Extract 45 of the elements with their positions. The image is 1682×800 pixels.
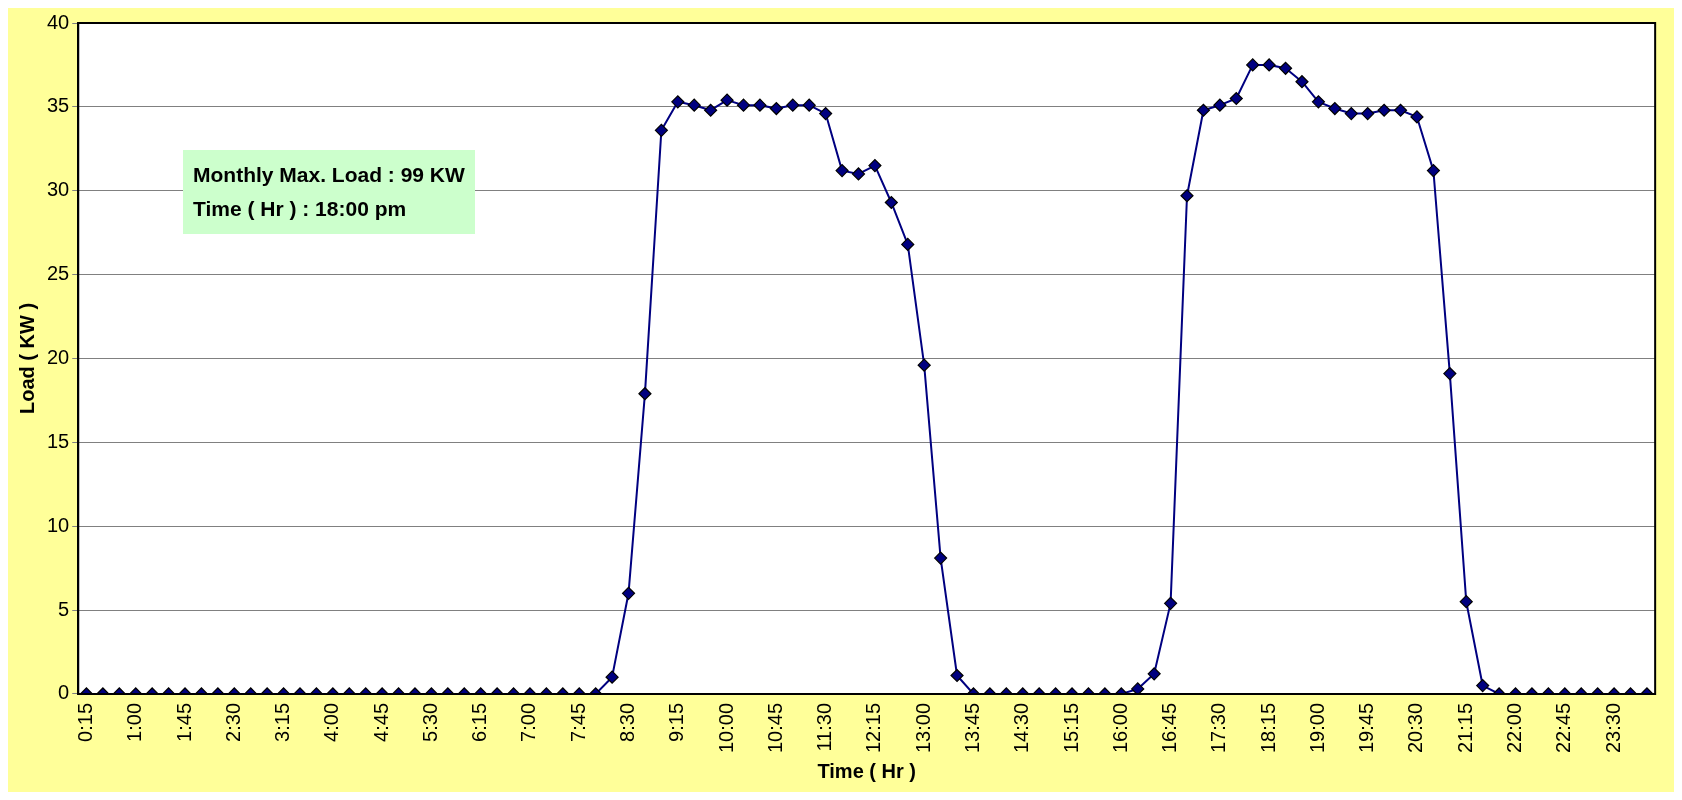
x-tick-label: 7:45: [566, 702, 589, 742]
x-tick-label: 3:15: [271, 702, 294, 742]
x-tick-label: 15:15: [1059, 702, 1082, 754]
y-tick-label: 30: [47, 178, 70, 201]
x-tick-label: 4:00: [320, 702, 343, 742]
y-tick-label: 15: [47, 429, 70, 452]
x-tick-label: 13:45: [960, 702, 983, 754]
annotation: Monthly Max. Load : 99 KW: [193, 162, 465, 188]
annotation: Time ( Hr ) : 18:00 pm: [193, 196, 408, 222]
x-tick-label: 21:15: [1453, 702, 1476, 754]
x-tick-label: 4:45: [369, 702, 392, 742]
x-tick-label: 19:00: [1305, 702, 1328, 754]
y-tick-label: 25: [47, 262, 70, 285]
x-tick-label: 2:30: [221, 702, 244, 742]
y-tick-label: 10: [47, 513, 70, 536]
x-tick-label: 13:00: [911, 702, 934, 754]
y-tick-label: 0: [58, 681, 70, 704]
y-axis-title: Load ( KW ): [15, 302, 38, 415]
x-tick-label: 23:30: [1601, 702, 1624, 754]
x-tick-label: 17:30: [1207, 702, 1230, 754]
x-tick-label: 0:15: [73, 702, 96, 742]
x-tick-label: 5:30: [418, 702, 441, 742]
x-tick-label: 20:30: [1404, 702, 1427, 754]
x-tick-label: 10:45: [763, 702, 786, 754]
x-tick-label: 11:30: [813, 702, 836, 752]
x-tick-label: 22:45: [1552, 702, 1575, 754]
x-tick-label: 8:30: [616, 702, 639, 742]
x-tick-label: 16:00: [1108, 702, 1131, 754]
x-tick-label: 1:00: [123, 702, 146, 742]
x-tick-label: 12:15: [862, 702, 885, 754]
y-tick-label: 40: [47, 10, 70, 33]
y-tick-label: 35: [47, 94, 70, 117]
x-tick-label: 6:15: [468, 702, 491, 742]
x-tick-label: 16:45: [1158, 702, 1181, 754]
x-tick-label: 18:15: [1256, 702, 1279, 754]
x-tick-label: 1:45: [172, 702, 195, 742]
x-tick-label: 9:15: [665, 702, 688, 742]
x-tick-label: 22:00: [1503, 702, 1526, 754]
x-tick-label: 10:00: [714, 702, 737, 754]
x-tick-label: 14:30: [1010, 702, 1033, 754]
x-tick-label: 7:00: [517, 702, 540, 742]
y-tick-label: 20: [47, 345, 70, 368]
y-tick-label: 5: [58, 597, 70, 620]
x-tick-label: 19:45: [1355, 702, 1378, 754]
x-axis-title: Time ( Hr ): [817, 759, 916, 782]
